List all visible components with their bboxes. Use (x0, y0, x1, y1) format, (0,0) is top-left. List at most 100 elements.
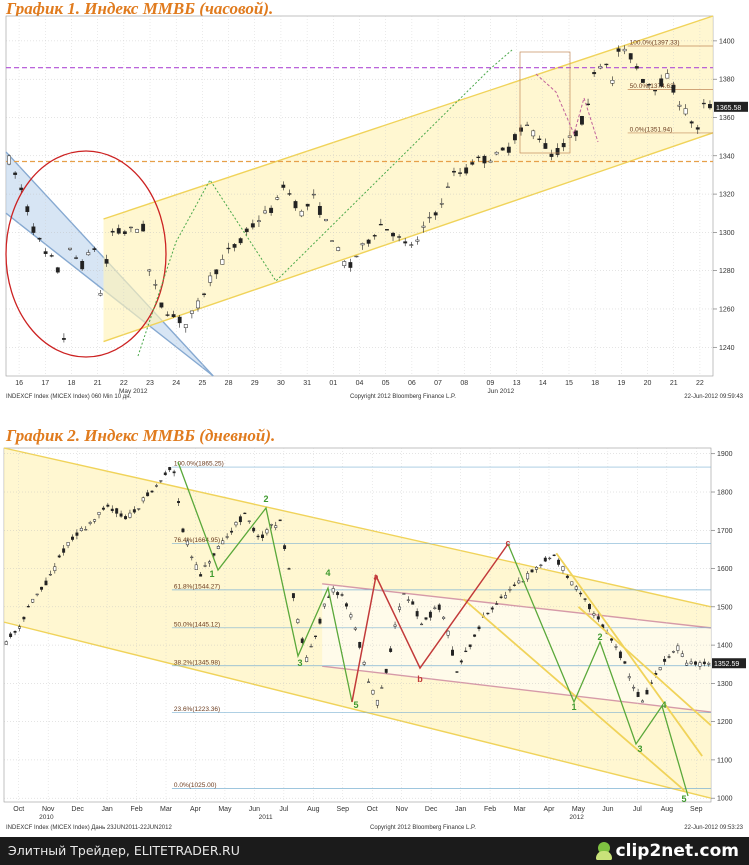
candle-body (574, 586, 578, 590)
candle-body (243, 512, 247, 515)
candle-body (281, 184, 286, 188)
candle-body (146, 492, 150, 497)
wave-label: 1 (571, 702, 576, 712)
y-tick-label: 1700 (717, 528, 733, 535)
chart2-daily-micex: 1000 1100 1200 1300 1400 1500 1600 1700 1800 1900… (3, 447, 746, 831)
candle-body (616, 48, 621, 52)
candle-body (25, 206, 30, 212)
candle-body (565, 575, 569, 578)
candle-body (409, 244, 414, 246)
candle-body (586, 103, 590, 105)
candle-body (165, 314, 170, 316)
candle-body (97, 512, 101, 515)
candle-body (677, 104, 682, 107)
candle-body (19, 187, 24, 191)
candle-body (61, 338, 66, 340)
candle-body (172, 471, 176, 474)
wave-label: 5 (681, 794, 686, 804)
fib-level-label: 100.0%(1865.25) (174, 461, 224, 468)
candle-body (526, 573, 530, 580)
candle-body (244, 228, 249, 233)
candle-body (653, 89, 658, 92)
footer-right: 22-Jun-2012 09:53:23 (684, 825, 743, 831)
candle-body (500, 147, 505, 151)
candle-body (79, 528, 83, 532)
candle-body (389, 648, 393, 652)
candle-body (71, 536, 74, 540)
y-tick-label: 1320 (719, 192, 735, 199)
candle-body (488, 160, 493, 163)
candle-body (150, 490, 154, 493)
candle-body (517, 580, 521, 584)
candle-body (263, 210, 267, 214)
fib-level-label: 76.4%(1664.95) (174, 537, 220, 544)
candle-body (31, 598, 35, 603)
candle-body (385, 229, 389, 231)
candle-body (549, 153, 554, 157)
candle-body (322, 603, 326, 607)
candle-body (604, 63, 609, 66)
x-tick-label: 08 (460, 380, 468, 387)
candle-body (391, 232, 395, 237)
candle-body (539, 564, 543, 567)
last-price-label: 1352.59 (714, 661, 739, 668)
candle-body (583, 598, 587, 600)
candle-body (442, 616, 446, 619)
clip2net-logo[interactable]: clip2net.com (595, 840, 739, 862)
candle-body (647, 84, 651, 86)
candle-body (486, 612, 490, 615)
candle-body (525, 124, 530, 127)
candle-body (88, 522, 92, 524)
candle-body (482, 155, 487, 164)
candle-body (137, 508, 141, 510)
candle-body (305, 203, 310, 207)
candle-body (183, 324, 188, 328)
last-price-tag (712, 658, 746, 669)
candle-body (116, 228, 121, 234)
x-tick-label: 18 (591, 380, 599, 387)
x-tick-label: 24 (172, 380, 180, 387)
y-tick-label: 1280 (719, 268, 735, 275)
x-tick-label: 18 (68, 380, 76, 387)
candle-body (508, 589, 512, 591)
candle-body (66, 541, 70, 546)
candle-body (330, 240, 334, 242)
candle-body (531, 130, 536, 137)
candle-body (57, 555, 61, 558)
y-tick-label: 1340 (719, 153, 735, 160)
candle-body (362, 661, 366, 665)
candle-body (628, 53, 633, 60)
x-tick-label: 20 (644, 380, 652, 387)
x-tick-label: 04 (356, 380, 364, 387)
candle-body (402, 593, 406, 595)
candle-body (238, 516, 242, 523)
candle-body (269, 524, 273, 526)
candle-body (291, 593, 295, 599)
primary-channel-lower (3, 621, 712, 799)
candle-body (592, 72, 597, 75)
y-tick-label: 1000 (717, 796, 733, 803)
ascending-channel (103, 16, 714, 342)
candle-body (171, 314, 176, 317)
candle-body (331, 588, 335, 593)
candle-body (293, 201, 298, 209)
x-tick-label: 05 (382, 380, 390, 387)
candle-body (92, 248, 97, 250)
candle-body (588, 603, 591, 610)
wave-label: 3 (297, 658, 302, 668)
candle-body (221, 540, 225, 545)
y-tick-label: 1500 (717, 604, 733, 611)
candle-body (494, 151, 499, 155)
projection-path (535, 73, 599, 143)
x-tick-label: 15 (565, 380, 573, 387)
x-tick-label: Feb (484, 806, 496, 813)
candle-body (636, 692, 640, 697)
x-group-label: Jun 2012 (488, 388, 515, 395)
candle-body (305, 657, 309, 662)
x-tick-label: Nov (395, 806, 408, 813)
candle-body (75, 532, 79, 536)
candle-body (694, 661, 697, 665)
candle-body (163, 472, 167, 476)
candle-body (437, 604, 441, 610)
candle-body (372, 235, 377, 237)
